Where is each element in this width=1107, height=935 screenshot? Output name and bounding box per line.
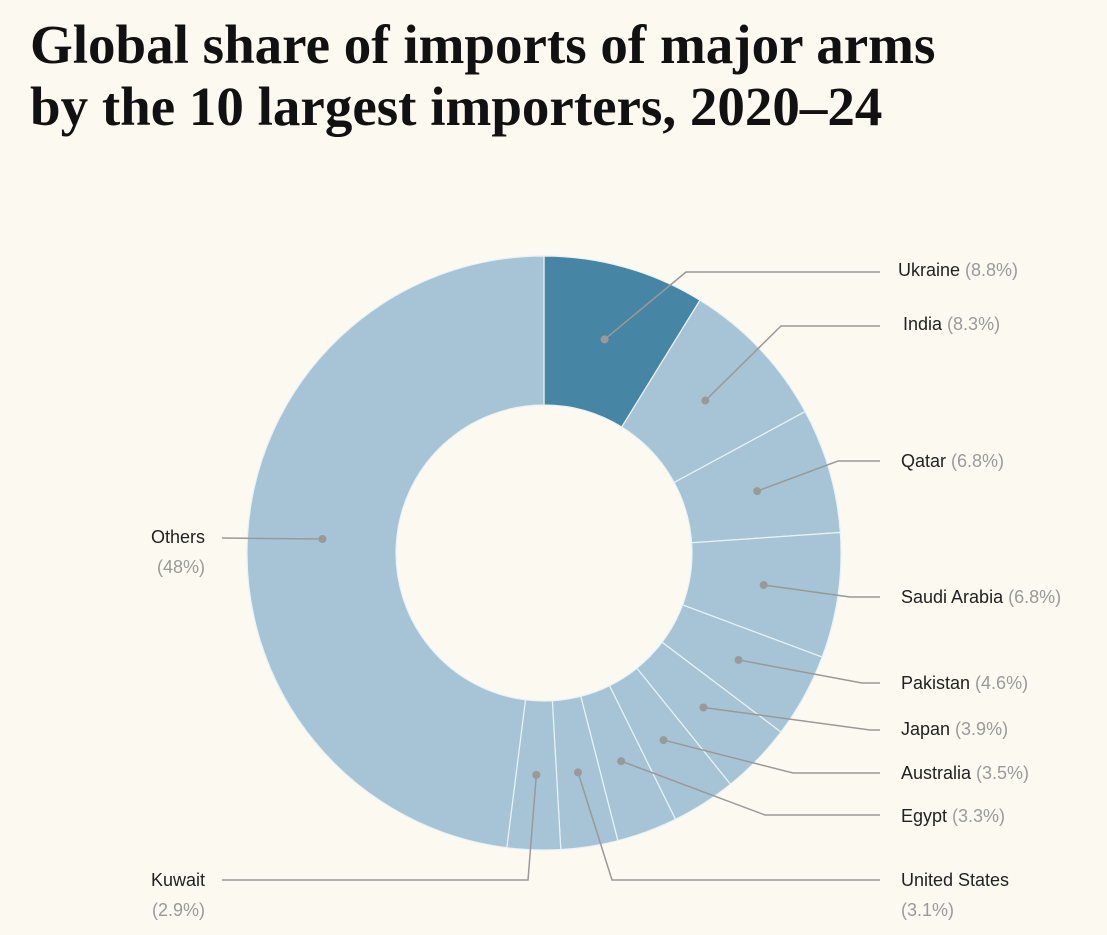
leader-dot bbox=[699, 703, 708, 712]
leader-dot bbox=[734, 655, 743, 664]
slice-label-name: Others bbox=[151, 527, 205, 547]
leader-dot bbox=[659, 736, 668, 745]
chart-title-line-1: Global share of imports of major arms bbox=[30, 14, 936, 75]
leader-line bbox=[763, 584, 880, 598]
leader-dot bbox=[574, 768, 583, 777]
slice-label-name: India bbox=[903, 314, 943, 334]
slice-label: Ukraine (8.8%) bbox=[898, 260, 1018, 280]
slice-label-name: Ukraine bbox=[898, 260, 960, 280]
leader-line bbox=[577, 772, 880, 881]
slice-label-name: Australia bbox=[901, 763, 972, 783]
slice-label: Australia (3.5%) bbox=[901, 763, 1029, 783]
slice-label-value: (6.8%) bbox=[946, 451, 1004, 471]
leader-line bbox=[222, 774, 538, 881]
slice-label-name: Japan bbox=[901, 719, 950, 739]
slice-others bbox=[246, 255, 545, 849]
slice-label-name: United States bbox=[901, 870, 1009, 890]
leader-line bbox=[703, 706, 880, 731]
slice-label-name: Qatar bbox=[901, 451, 946, 471]
chart-title: Global share of imports of major arms by… bbox=[30, 14, 935, 138]
slice-label-value: (3.1%) bbox=[901, 900, 954, 920]
slice-label-value: (48%) bbox=[157, 557, 205, 577]
slice-label-value: (3.5%) bbox=[971, 763, 1029, 783]
slice-label: Japan (3.9%) bbox=[901, 719, 1008, 739]
leader-dot bbox=[617, 757, 626, 766]
slice-label-name: Saudi Arabia bbox=[901, 587, 1004, 607]
slice-label: Saudi Arabia (6.8%) bbox=[901, 587, 1061, 607]
slice-label: Pakistan (4.6%) bbox=[901, 673, 1028, 693]
slice-label-value: (3.9%) bbox=[950, 719, 1008, 739]
slice-label: Kuwait (2.9%) bbox=[151, 870, 205, 920]
slice-label-value: (3.3%) bbox=[947, 806, 1005, 826]
leader-dot bbox=[753, 487, 762, 496]
slice-label: Others (48%) bbox=[151, 527, 205, 577]
leader-line bbox=[221, 537, 323, 540]
slice-label-value: (4.6%) bbox=[970, 673, 1028, 693]
leader-dot bbox=[600, 335, 609, 344]
leader-dot bbox=[318, 535, 327, 544]
leader-line bbox=[738, 659, 880, 684]
slice-label: India (8.3%) bbox=[903, 314, 1000, 334]
leader-line bbox=[620, 760, 880, 816]
slice-label-name: Kuwait bbox=[151, 870, 205, 890]
leader-dot bbox=[701, 396, 710, 405]
leader-line bbox=[604, 271, 880, 341]
slice-label-name: Pakistan bbox=[901, 673, 970, 693]
slice-label-value: (8.8%) bbox=[960, 260, 1018, 280]
slice-label: Egypt (3.3%) bbox=[901, 806, 1005, 826]
leader-line bbox=[663, 739, 880, 774]
chart-title-line-2: by the 10 largest importers, 2020–24 bbox=[30, 76, 883, 137]
leader-dot bbox=[759, 580, 768, 589]
slice-label: Qatar (6.8%) bbox=[901, 451, 1004, 471]
leader-line bbox=[704, 325, 880, 402]
slice-label-value: (6.8%) bbox=[1003, 587, 1061, 607]
leader-line bbox=[756, 460, 880, 492]
slice-label-value: (2.9%) bbox=[152, 900, 205, 920]
slice-label-value: (8.3%) bbox=[942, 314, 1000, 334]
slice-label-name: Egypt bbox=[901, 806, 947, 826]
leader-dot bbox=[532, 770, 541, 779]
slice-label: United States (3.1%) bbox=[901, 870, 1009, 920]
